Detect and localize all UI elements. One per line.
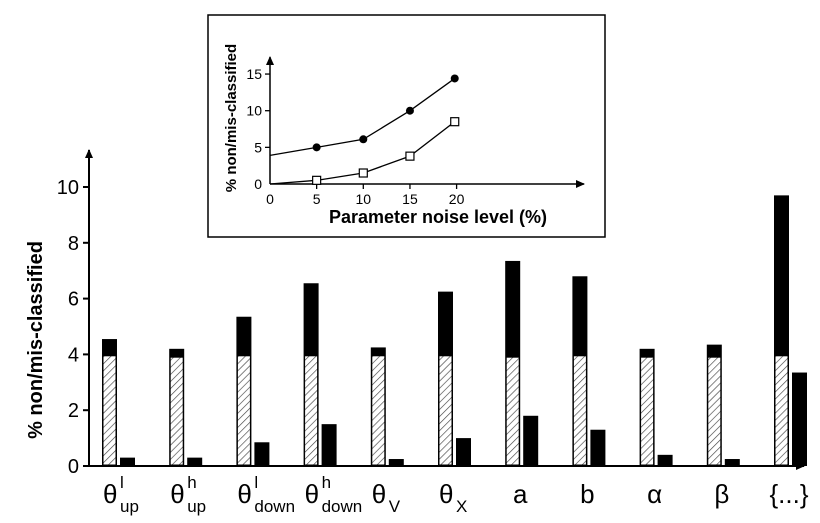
bar-solid xyxy=(120,457,135,466)
category-label: θ h down xyxy=(305,473,363,516)
inset-point-square xyxy=(405,151,415,161)
inset-point-circle xyxy=(450,74,459,83)
bar-solid xyxy=(321,424,337,466)
category-base: θ xyxy=(372,479,386,509)
bar-solid xyxy=(187,457,203,466)
inset-y-tick-label: 0 xyxy=(254,176,262,192)
category-subscript: down xyxy=(322,497,363,516)
category-base: β xyxy=(714,479,729,509)
inset-point-circle xyxy=(312,143,321,152)
main-y-axis-label: % non/mis-classified xyxy=(25,241,47,439)
bar-base-hatched xyxy=(572,355,587,466)
inset-point-square xyxy=(450,117,460,127)
category-superscript: l xyxy=(254,473,258,492)
category-label: a xyxy=(513,479,528,509)
bar-solid xyxy=(456,438,471,466)
inset-y-tick-label: 5 xyxy=(254,139,262,155)
category-subscript: V xyxy=(389,497,401,516)
bar-solid xyxy=(254,442,270,466)
category-base: α xyxy=(647,479,662,509)
inset-frame xyxy=(207,14,606,238)
main-y-tick-label: 4 xyxy=(68,344,79,366)
bar-solid xyxy=(523,415,539,466)
main-y-tick-label: 2 xyxy=(68,400,79,422)
category-label: β xyxy=(714,479,729,509)
bar-solid xyxy=(792,372,807,466)
main-y-tick-label: 0 xyxy=(68,456,79,478)
category-base: {...} xyxy=(769,479,808,509)
main-y-tick-label: 10 xyxy=(57,177,79,199)
bar-base-hatched xyxy=(640,356,655,466)
inset-point-circle xyxy=(359,135,368,144)
inset-point-square xyxy=(312,175,322,185)
inset-y-tick-label: 10 xyxy=(246,103,262,119)
category-subscript: down xyxy=(254,497,295,516)
category-label: θ l up xyxy=(103,473,139,516)
category-label: b xyxy=(580,479,594,509)
category-subscript: X xyxy=(456,497,467,516)
bar-base-hatched xyxy=(169,356,184,466)
bar-base-hatched xyxy=(505,356,520,466)
category-label: θ h up xyxy=(170,473,206,516)
category-subscript: up xyxy=(120,497,139,516)
category-superscript: h xyxy=(187,473,196,492)
bar-solid xyxy=(388,459,404,466)
inset-y-axis-label: % non/mis-classified xyxy=(223,44,240,192)
category-base: θ xyxy=(170,479,184,509)
inset-y-tick-label: 15 xyxy=(246,66,262,82)
inset-point-circle xyxy=(405,106,414,115)
bar-solid xyxy=(590,429,606,466)
main-y-tick-label: 8 xyxy=(68,233,79,255)
bar-base-hatched xyxy=(707,356,722,466)
inset-x-tick-label: 15 xyxy=(402,191,418,207)
category-label: α xyxy=(647,479,662,509)
category-subscript: up xyxy=(187,497,206,516)
main-y-tick-label: 6 xyxy=(68,289,79,311)
bar-solid xyxy=(724,459,740,466)
inset-x-axis-label: Parameter noise level (%) xyxy=(329,207,547,227)
category-base: a xyxy=(513,479,528,509)
inset-x-tick-label: 0 xyxy=(266,191,274,207)
bar-base-hatched xyxy=(774,355,789,466)
bar-base-hatched xyxy=(304,355,319,466)
inset-x-tick-label: 5 xyxy=(313,191,321,207)
inset-x-tick-label: 10 xyxy=(356,191,372,207)
bar-base-hatched xyxy=(236,355,251,466)
category-label: θ l down xyxy=(237,473,295,516)
category-label: {...} xyxy=(769,479,808,509)
category-base: θ xyxy=(305,479,319,509)
category-base: b xyxy=(580,479,594,509)
category-base: θ xyxy=(237,479,251,509)
bar-base-hatched xyxy=(371,355,386,466)
bar-base-hatched xyxy=(438,355,453,466)
bar-solid xyxy=(657,454,673,466)
bar-base-hatched xyxy=(102,355,117,466)
category-superscript: l xyxy=(120,473,124,492)
category-superscript: h xyxy=(322,473,331,492)
category-base: θ xyxy=(103,479,117,509)
inset-x-tick-label: 20 xyxy=(449,191,465,207)
category-base: θ xyxy=(439,479,453,509)
inset-point-square xyxy=(358,168,368,178)
